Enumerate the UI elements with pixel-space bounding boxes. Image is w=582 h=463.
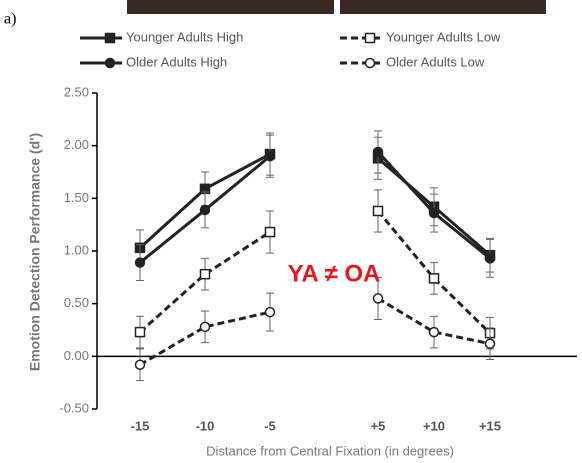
marker: [201, 322, 210, 331]
face-image: [127, 0, 334, 14]
y-tick-label: 2.50: [64, 84, 89, 99]
x-tick-label: +5: [371, 418, 386, 433]
marker: [136, 258, 145, 267]
legend-label: Younger Adults Low: [386, 29, 501, 44]
marker: [486, 254, 495, 263]
y-tick-label: 2.00: [64, 137, 89, 152]
legend-marker: [106, 59, 115, 68]
legend-marker: [366, 59, 375, 68]
legend-marker: [106, 34, 115, 43]
y-tick-label: 1.50: [64, 190, 89, 205]
x-tick-label: -10: [196, 418, 215, 433]
x-tick-label: -15: [131, 418, 150, 433]
x-tick-label: -5: [264, 418, 276, 433]
face-image: [340, 0, 546, 14]
x-tick-label: +15: [479, 418, 501, 433]
marker: [430, 209, 439, 218]
marker: [374, 294, 383, 303]
marker: [136, 328, 145, 337]
marker: [266, 228, 275, 237]
marker: [486, 339, 495, 348]
marker: [136, 360, 145, 369]
marker: [430, 328, 439, 337]
legend-label: Older Adults Low: [386, 54, 485, 69]
legend-label: Older Adults High: [126, 54, 227, 69]
legend-label: Younger Adults High: [126, 29, 243, 44]
page: a) Emotion Detection Performance (d') Di…: [0, 0, 582, 463]
chart: a) Emotion Detection Performance (d') Di…: [0, 0, 582, 463]
y-axis-label: Emotion Detection Performance (d'): [27, 133, 43, 371]
marker: [201, 270, 210, 279]
marker: [201, 205, 210, 214]
marker: [430, 274, 439, 283]
x-axis-label: Distance from Central Fixation (in degre…: [206, 443, 454, 458]
panel-label: a): [4, 11, 16, 28]
legend-marker: [366, 34, 375, 43]
marker: [266, 152, 275, 161]
y-tick-label: 0.00: [64, 348, 89, 363]
marker: [374, 147, 383, 156]
x-tick-label: +10: [423, 418, 445, 433]
marker: [266, 308, 275, 317]
y-tick-label: 0.50: [64, 295, 89, 310]
marker: [374, 206, 383, 215]
y-tick-label: 1.00: [64, 242, 89, 257]
annotation: YA ≠ OA: [288, 260, 381, 287]
y-tick-label: -0.50: [59, 400, 89, 415]
